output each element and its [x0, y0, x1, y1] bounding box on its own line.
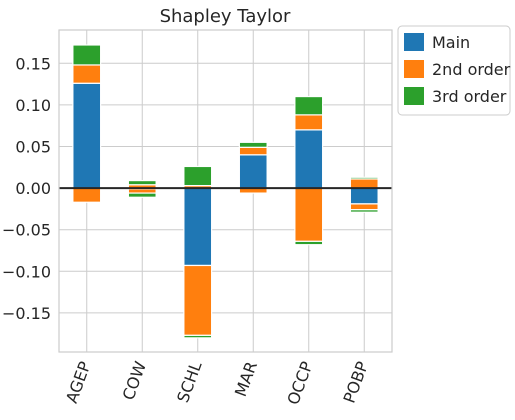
chart-title: Shapley Taylor	[160, 6, 291, 27]
bar-3rd-order-agep	[72, 44, 102, 66]
legend-swatch-3rd-order	[404, 87, 424, 105]
bar-2nd-order-mar	[238, 146, 268, 156]
bar-2nd-order-schl	[183, 264, 213, 336]
bar-main-agep	[72, 82, 102, 189]
x-tick-label-schl: SCHL	[173, 359, 205, 405]
x-tick-labels: AGEP COW SCHL MAR OCCP POBP	[62, 359, 372, 408]
bar-3rd-order-neg-occp	[294, 240, 324, 246]
bar-2nd-order-pobp	[349, 203, 379, 211]
legend-swatch-2nd-order	[404, 60, 424, 78]
bar-3rd-order-cow	[127, 179, 157, 186]
legend-label-3rd-order: 3rd order	[432, 87, 507, 106]
legend-box	[397, 25, 511, 116]
y-tick-label: −0.15	[2, 304, 51, 323]
bar-main-schl	[183, 187, 213, 267]
x-tick-label-pobp: POBP	[339, 359, 372, 406]
x-tick-label-occp: OCCP	[283, 359, 316, 408]
x-tick-label-mar: MAR	[231, 359, 261, 399]
x-tick-label-agep: AGEP	[62, 359, 95, 406]
bar-2nd-order-occp	[294, 114, 324, 131]
plot-frame	[58, 29, 393, 353]
y-tick-label: 0.05	[15, 137, 51, 156]
bar-main-mar	[238, 154, 268, 189]
bar-3rd-order-neg-pobp	[349, 209, 379, 213]
y-tick-label: 0.15	[15, 54, 51, 73]
bar-3rd-order-pobp	[349, 176, 379, 180]
bar-3rd-order-schl	[183, 165, 213, 187]
y-tick-label: −0.05	[2, 221, 51, 240]
bar-2nd-order-neg-pobp	[349, 178, 379, 189]
legend-swatch-main	[404, 33, 424, 51]
bar-2nd-order-neg-agep	[72, 187, 102, 203]
y-tick-label: 0.00	[15, 179, 51, 198]
plot-area-background	[59, 30, 392, 352]
x-tick-label-cow: COW	[119, 359, 150, 403]
y-tick-labels: 0.15 0.10 0.05 0.00 −0.05 −0.10 −0.15	[2, 54, 51, 323]
bar-3rd-order-neg-cow	[127, 192, 157, 198]
bar-2nd-order-agep	[72, 64, 102, 84]
y-tick-label: −0.10	[2, 262, 51, 281]
bar-3rd-order-mar	[238, 141, 268, 148]
legend-label-2nd-order: 2nd order	[432, 60, 511, 79]
bar-main-pobp	[349, 187, 379, 205]
y-tick-label: 0.10	[15, 96, 51, 115]
legend: Main 2nd order 3rd order	[397, 25, 511, 116]
bar-main-occp	[294, 129, 324, 189]
bar-2nd-order-neg-occp	[294, 187, 324, 242]
legend-label-main: Main	[432, 33, 470, 52]
bar-3rd-order-neg-schl	[183, 334, 213, 339]
bar-3rd-order-occp	[294, 95, 324, 116]
